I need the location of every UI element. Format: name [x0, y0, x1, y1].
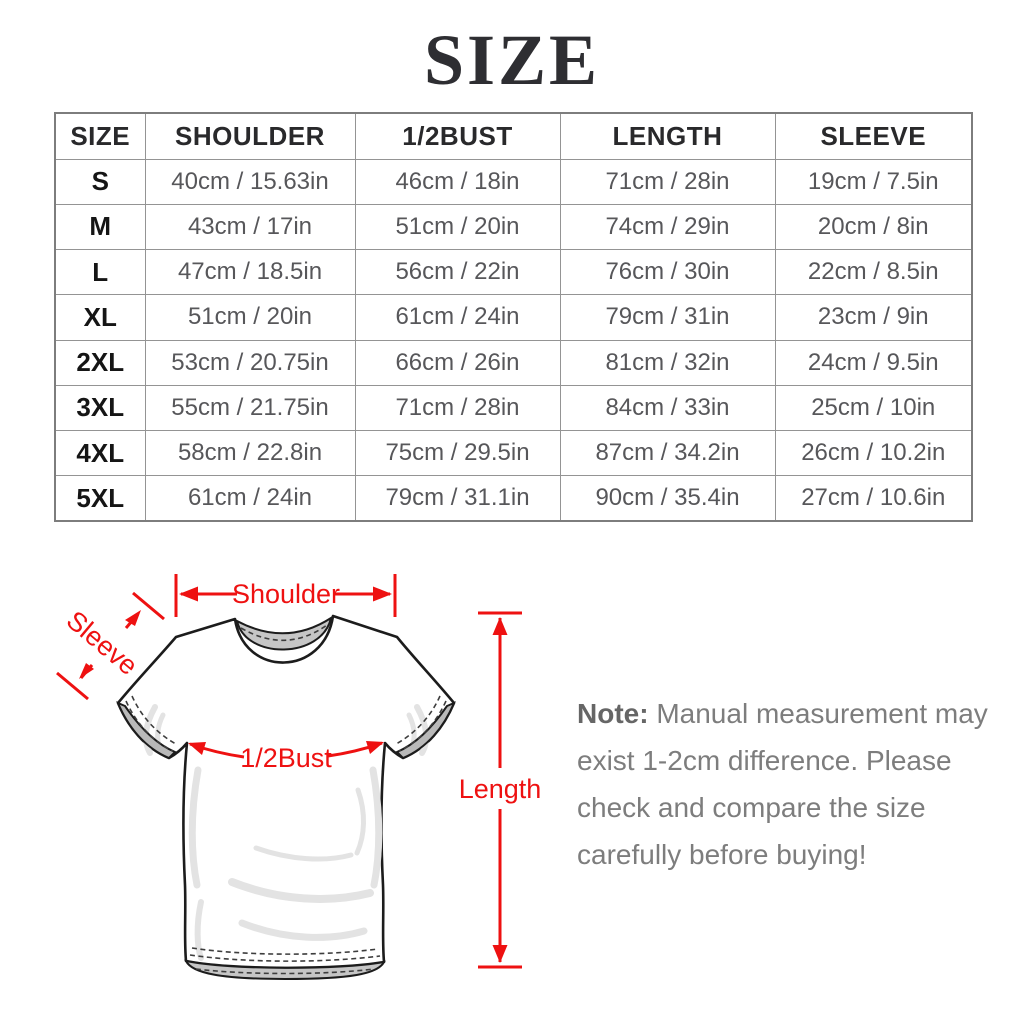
column-header-sleeve: SLEEVE [774, 112, 973, 160]
collar [235, 615, 333, 651]
note-text: Note: Manual measurement may exist 1-2cm… [577, 690, 988, 878]
measurement-cell: 25cm / 10in [774, 384, 973, 432]
measurement-cell: 79cm / 31in [559, 294, 776, 341]
table-row: L 47cm / 18.5in 56cm / 22in 76cm / 30in … [54, 248, 973, 296]
page-title: SIZE [423, 20, 601, 100]
table-row: XL 51cm / 20in 61cm / 24in 79cm / 31in 2… [54, 294, 973, 341]
column-header-shoulder: SHOULDER [144, 112, 356, 160]
measurement-cell: 55cm / 21.75in [144, 384, 356, 432]
bust-arrow: 1/2Bust [188, 741, 384, 773]
measurement-cell: 23cm / 9in [774, 294, 973, 341]
tshirt-diagram: Shoulder Sleeve 1/2Bust L [56, 574, 542, 981]
table-row: 3XL 55cm / 21.75in 71cm / 28in 84cm / 33… [54, 384, 973, 432]
measurement-cell: 76cm / 30in [559, 248, 776, 296]
wrinkle-shading [142, 704, 430, 961]
measurement-cell: 71cm / 28in [559, 158, 776, 205]
left-cuff [116, 695, 177, 760]
measurement-cell: 71cm / 28in [354, 384, 561, 432]
note-line-1: Manual measurement may [656, 698, 988, 729]
tshirt-outline [116, 614, 456, 970]
note-line: Note: Manual measurement may [577, 690, 988, 737]
measurement-cell: 87cm / 34.2in [559, 429, 776, 477]
measurement-cell: 43cm / 17in [144, 203, 356, 251]
measurement-cell: 26cm / 10.2in [774, 429, 973, 477]
column-header-length: LENGTH [559, 112, 776, 160]
table-row: M 43cm / 17in 51cm / 20in 74cm / 29in 20… [54, 203, 973, 251]
table-row: 2XL 53cm / 20.75in 66cm / 26in 81cm / 32… [54, 339, 973, 386]
bust-label: 1/2Bust [240, 743, 332, 773]
table-row: 4XL 58cm / 22.8in 75cm / 29.5in 87cm / 3… [54, 429, 973, 477]
hem [184, 947, 386, 981]
size-cell: 4XL [54, 429, 146, 477]
measurement-cell: 66cm / 26in [354, 339, 561, 386]
column-header-size: SIZE [54, 112, 146, 160]
measurement-cell: 58cm / 22.8in [144, 429, 356, 477]
shoulder-label: Shoulder [232, 579, 340, 609]
size-cell: L [54, 248, 146, 296]
note-line-3: check and compare the size [577, 792, 926, 823]
note-label: Note: [577, 698, 649, 729]
size-cell: S [54, 158, 146, 205]
header-row: SIZE SHOULDER 1/2BUST LENGTH SLEEVE [54, 112, 973, 160]
size-cell: XL [54, 294, 146, 341]
measurement-cell: 19cm / 7.5in [774, 158, 973, 205]
size-cell: M [54, 203, 146, 251]
size-cell: 2XL [54, 339, 146, 386]
measurement-cell: 81cm / 32in [559, 339, 776, 386]
measurement-cell: 56cm / 22in [354, 248, 561, 296]
column-header-bust: 1/2BUST [354, 112, 561, 160]
measurement-cell: 79cm / 31.1in [354, 475, 561, 522]
measurement-cell: 51cm / 20in [354, 203, 561, 251]
size-table-header: SIZE SHOULDER 1/2BUST LENGTH SLEEVE [54, 112, 973, 160]
measurement-cell: 27cm / 10.6in [774, 475, 973, 522]
measurement-cell: 47cm / 18.5in [144, 248, 356, 296]
note-line-2: exist 1-2cm difference. Please [577, 745, 952, 776]
table-row: S 40cm / 15.63in 46cm / 18in 71cm / 28in… [54, 158, 973, 205]
size-cell: 5XL [54, 475, 146, 522]
measurement-cell: 51cm / 20in [144, 294, 356, 341]
measurement-cell: 46cm / 18in [354, 158, 561, 205]
measurement-cell: 74cm / 29in [559, 203, 776, 251]
size-table-body: S 40cm / 15.63in 46cm / 18in 71cm / 28in… [54, 158, 973, 522]
size-cell: 3XL [54, 384, 146, 432]
right-cuff [395, 695, 456, 760]
measurement-cell: 53cm / 20.75in [144, 339, 356, 386]
measurement-cell: 24cm / 9.5in [774, 339, 973, 386]
length-arrow: Length [459, 611, 542, 969]
measurement-cell: 90cm / 35.4in [559, 475, 776, 522]
shoulder-arrow: Shoulder [174, 574, 397, 617]
measurement-cell: 40cm / 15.63in [144, 158, 356, 205]
note-line-4: carefully before buying! [577, 839, 867, 870]
measurement-cell: 22cm / 8.5in [774, 248, 973, 296]
length-label: Length [459, 774, 542, 804]
measurement-cell: 20cm / 8in [774, 203, 973, 251]
measurement-cell: 61cm / 24in [144, 475, 356, 522]
table-row: 5XL 61cm / 24in 79cm / 31.1in 90cm / 35.… [54, 475, 973, 522]
measurement-cell: 61cm / 24in [354, 294, 561, 341]
measurement-cell: 84cm / 33in [559, 384, 776, 432]
size-table: SIZE SHOULDER 1/2BUST LENGTH SLEEVE S 40… [54, 112, 973, 522]
measurement-cell: 75cm / 29.5in [354, 429, 561, 477]
